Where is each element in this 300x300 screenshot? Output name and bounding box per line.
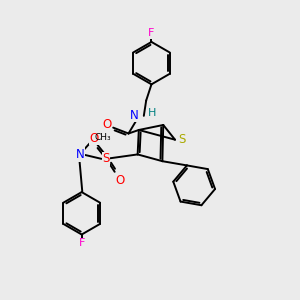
Text: S: S: [102, 152, 110, 165]
Text: N: N: [130, 109, 139, 122]
Text: N: N: [76, 148, 84, 161]
Text: S: S: [178, 133, 185, 146]
Text: CH₃: CH₃: [94, 133, 111, 142]
Text: F: F: [148, 28, 155, 38]
Text: O: O: [102, 118, 111, 131]
Text: O: O: [89, 132, 99, 145]
Text: H: H: [148, 109, 156, 118]
Text: F: F: [79, 238, 85, 248]
Text: O: O: [115, 173, 124, 187]
